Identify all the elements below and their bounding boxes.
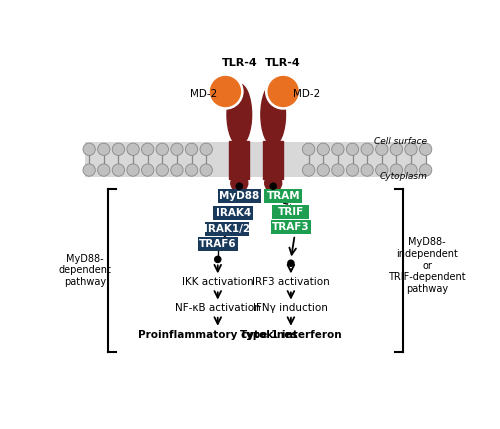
Text: MD-2: MD-2	[292, 89, 320, 99]
Circle shape	[332, 143, 344, 155]
Bar	[230, 141, 250, 178]
Circle shape	[361, 143, 374, 155]
Circle shape	[346, 164, 358, 176]
Circle shape	[214, 256, 221, 263]
Circle shape	[288, 260, 294, 266]
Circle shape	[270, 183, 276, 189]
Circle shape	[420, 143, 432, 155]
Circle shape	[127, 143, 139, 155]
Text: MyD88-
dependent
pathway: MyD88- dependent pathway	[59, 254, 112, 287]
Circle shape	[142, 143, 154, 155]
Circle shape	[200, 143, 212, 155]
Circle shape	[98, 164, 110, 176]
Circle shape	[302, 143, 315, 155]
Circle shape	[112, 164, 124, 176]
Ellipse shape	[261, 84, 285, 145]
Bar	[86, 142, 427, 177]
Circle shape	[142, 164, 154, 176]
Circle shape	[317, 164, 330, 176]
Circle shape	[405, 164, 417, 176]
Circle shape	[83, 164, 96, 176]
Text: IRAK4: IRAK4	[216, 208, 251, 218]
Circle shape	[83, 143, 96, 155]
FancyBboxPatch shape	[213, 206, 253, 220]
FancyBboxPatch shape	[218, 189, 261, 203]
FancyBboxPatch shape	[198, 237, 238, 251]
Ellipse shape	[264, 175, 281, 192]
Text: MD-2: MD-2	[190, 89, 218, 99]
Text: Proinflammatory cytokines: Proinflammatory cytokines	[138, 330, 298, 340]
Text: TLR-4: TLR-4	[266, 57, 301, 68]
Circle shape	[376, 164, 388, 176]
Text: MyD88-
independent
or
TRIF-dependent
pathway: MyD88- independent or TRIF-dependent pat…	[388, 237, 466, 294]
Text: IFNγ induction: IFNγ induction	[254, 303, 328, 313]
Circle shape	[405, 143, 417, 155]
Text: TLR-4: TLR-4	[222, 57, 257, 68]
Circle shape	[171, 143, 183, 155]
Text: TRAF3: TRAF3	[272, 222, 310, 232]
Text: MyD88: MyD88	[219, 191, 260, 201]
Text: Cytoplasm: Cytoplasm	[380, 172, 427, 181]
Circle shape	[361, 164, 374, 176]
Circle shape	[171, 164, 183, 176]
Bar	[263, 141, 283, 178]
Circle shape	[98, 143, 110, 155]
Circle shape	[127, 164, 139, 176]
Circle shape	[200, 164, 212, 176]
Circle shape	[156, 164, 168, 176]
Circle shape	[236, 183, 242, 189]
Circle shape	[302, 164, 315, 176]
Circle shape	[346, 143, 358, 155]
Circle shape	[112, 143, 124, 155]
Circle shape	[317, 143, 330, 155]
Circle shape	[376, 143, 388, 155]
FancyBboxPatch shape	[264, 189, 302, 203]
Circle shape	[332, 164, 344, 176]
Ellipse shape	[231, 175, 248, 192]
Text: Cell surface: Cell surface	[374, 137, 427, 146]
FancyBboxPatch shape	[206, 222, 248, 236]
Text: TRAF6: TRAF6	[199, 239, 236, 249]
Text: IRF3 activation: IRF3 activation	[252, 277, 330, 287]
Circle shape	[156, 143, 168, 155]
Text: TRAM: TRAM	[266, 191, 300, 201]
Text: Type 1 interferon: Type 1 interferon	[240, 330, 342, 340]
FancyBboxPatch shape	[271, 220, 311, 234]
FancyBboxPatch shape	[272, 205, 310, 218]
Circle shape	[390, 143, 402, 155]
Circle shape	[186, 164, 198, 176]
Circle shape	[266, 75, 300, 109]
Text: IRAK1/2: IRAK1/2	[204, 224, 250, 233]
Circle shape	[208, 75, 242, 109]
Text: TRIF: TRIF	[278, 207, 304, 217]
Circle shape	[390, 164, 402, 176]
Ellipse shape	[227, 84, 252, 145]
Text: IKK activation: IKK activation	[182, 277, 254, 287]
Circle shape	[186, 143, 198, 155]
Text: NF-κB activation: NF-κB activation	[175, 303, 260, 313]
Circle shape	[420, 164, 432, 176]
